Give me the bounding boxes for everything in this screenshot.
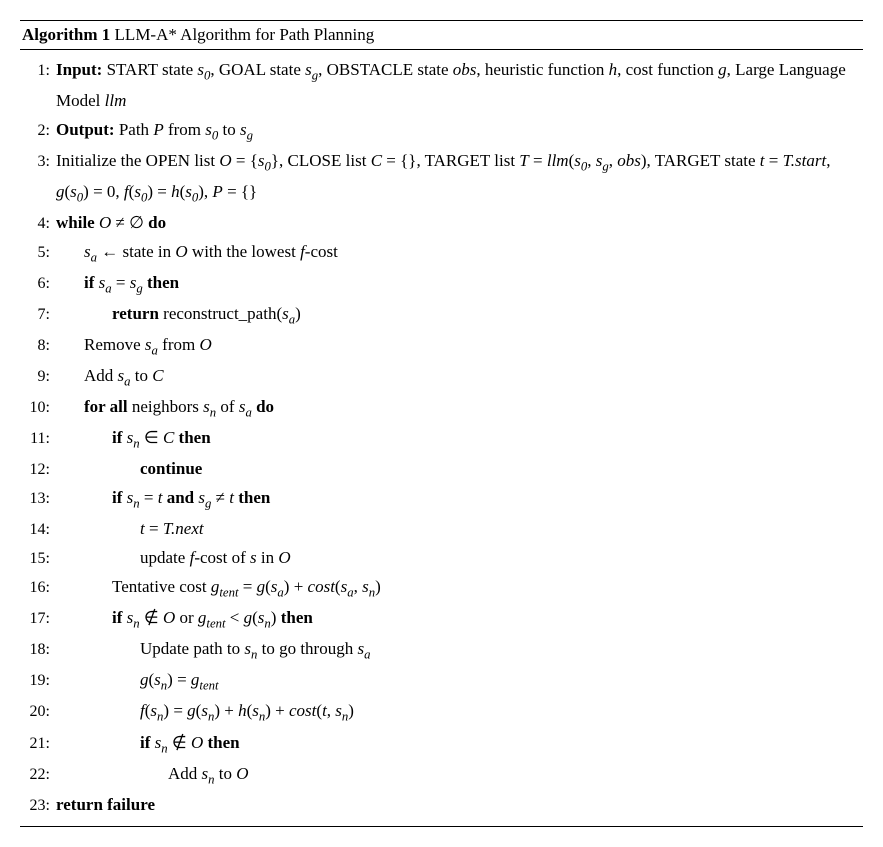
- line-number: 16:: [20, 574, 56, 601]
- line-content: update f-cost of s in O: [56, 544, 863, 573]
- line-number: 2:: [20, 117, 56, 144]
- line-content: Update path to sn to go through sa: [56, 635, 863, 666]
- line-content: Add sn to O: [56, 760, 863, 791]
- algo-line: 20:f(sn) = g(sn) + h(sn) + cost(t, sn): [20, 697, 863, 728]
- line-number: 10:: [20, 394, 56, 421]
- algo-line: 15:update f-cost of s in O: [20, 544, 863, 573]
- algo-line: 21:if sn ∉ O then: [20, 729, 863, 760]
- algo-line: 18:Update path to sn to go through sa: [20, 635, 863, 666]
- line-content: Initialize the OPEN list O = {s0}, CLOSE…: [56, 147, 863, 209]
- algo-line: 11:if sn ∈ C then: [20, 424, 863, 455]
- algo-line: 22:Add sn to O: [20, 760, 863, 791]
- line-content: if sa = sg then: [56, 269, 863, 300]
- line-number: 11:: [20, 425, 56, 452]
- line-number: 3:: [20, 148, 56, 175]
- line-number: 17:: [20, 605, 56, 632]
- line-number: 20:: [20, 698, 56, 725]
- algo-line: 8:Remove sa from O: [20, 331, 863, 362]
- line-number: 13:: [20, 485, 56, 512]
- line-content: continue: [56, 455, 863, 484]
- algorithm-label: Algorithm 1: [22, 25, 110, 44]
- algo-line: 16:Tentative cost gtent = g(sa) + cost(s…: [20, 573, 863, 604]
- line-content: Remove sa from O: [56, 331, 863, 362]
- algo-line: 14:t = T.next: [20, 515, 863, 544]
- line-number: 21:: [20, 730, 56, 757]
- line-content: return failure: [56, 791, 863, 820]
- line-number: 1:: [20, 57, 56, 84]
- line-number: 4:: [20, 210, 56, 237]
- algo-line: 19:g(sn) = gtent: [20, 666, 863, 697]
- line-content: f(sn) = g(sn) + h(sn) + cost(t, sn): [56, 697, 863, 728]
- line-content: return reconstruct_path(sa): [56, 300, 863, 331]
- line-number: 18:: [20, 636, 56, 663]
- line-content: Tentative cost gtent = g(sa) + cost(sa, …: [56, 573, 863, 604]
- line-content: while O ≠ ∅ do: [56, 209, 863, 238]
- algo-line: 10:for all neighbors sn of sa do: [20, 393, 863, 424]
- algorithm-title: LLM-A* Algorithm for Path Planning: [115, 25, 375, 44]
- line-number: 8:: [20, 332, 56, 359]
- line-content: if sn ∈ C then: [56, 424, 863, 455]
- algo-line: 6:if sa = sg then: [20, 269, 863, 300]
- algo-line: 5:sa ← state in O with the lowest f-cost: [20, 238, 863, 269]
- algorithm-body: 1:Input: START state s0, GOAL state sg, …: [20, 50, 863, 826]
- line-number: 22:: [20, 761, 56, 788]
- algo-line: 17:if sn ∉ O or gtent < g(sn) then: [20, 604, 863, 635]
- algo-line: 4:while O ≠ ∅ do: [20, 209, 863, 238]
- line-content: if sn ∉ O then: [56, 729, 863, 760]
- line-number: 19:: [20, 667, 56, 694]
- line-content: for all neighbors sn of sa do: [56, 393, 863, 424]
- line-number: 5:: [20, 239, 56, 266]
- line-content: Add sa to C: [56, 362, 863, 393]
- line-content: g(sn) = gtent: [56, 666, 863, 697]
- line-number: 15:: [20, 545, 56, 572]
- algo-line: 2:Output: Path P from s0 to sg: [20, 116, 863, 147]
- line-content: if sn ∉ O or gtent < g(sn) then: [56, 604, 863, 635]
- line-content: sa ← state in O with the lowest f-cost: [56, 238, 863, 269]
- line-number: 9:: [20, 363, 56, 390]
- line-content: t = T.next: [56, 515, 863, 544]
- line-content: Input: START state s0, GOAL state sg, OB…: [56, 56, 863, 116]
- algo-line: 13:if sn = t and sg ≠ t then: [20, 484, 863, 515]
- algo-line: 1:Input: START state s0, GOAL state sg, …: [20, 56, 863, 116]
- algo-line: 23:return failure: [20, 791, 863, 820]
- line-number: 7:: [20, 301, 56, 328]
- line-number: 6:: [20, 270, 56, 297]
- algo-line: 3:Initialize the OPEN list O = {s0}, CLO…: [20, 147, 863, 209]
- line-content: Output: Path P from s0 to sg: [56, 116, 863, 147]
- line-number: 12:: [20, 456, 56, 483]
- line-number: 23:: [20, 792, 56, 819]
- algo-line: 7:return reconstruct_path(sa): [20, 300, 863, 331]
- algorithm-title-bar: Algorithm 1 LLM-A* Algorithm for Path Pl…: [20, 21, 863, 50]
- line-content: if sn = t and sg ≠ t then: [56, 484, 863, 515]
- algo-line: 12:continue: [20, 455, 863, 484]
- line-number: 14:: [20, 516, 56, 543]
- algorithm-block: Algorithm 1 LLM-A* Algorithm for Path Pl…: [20, 20, 863, 827]
- algo-line: 9:Add sa to C: [20, 362, 863, 393]
